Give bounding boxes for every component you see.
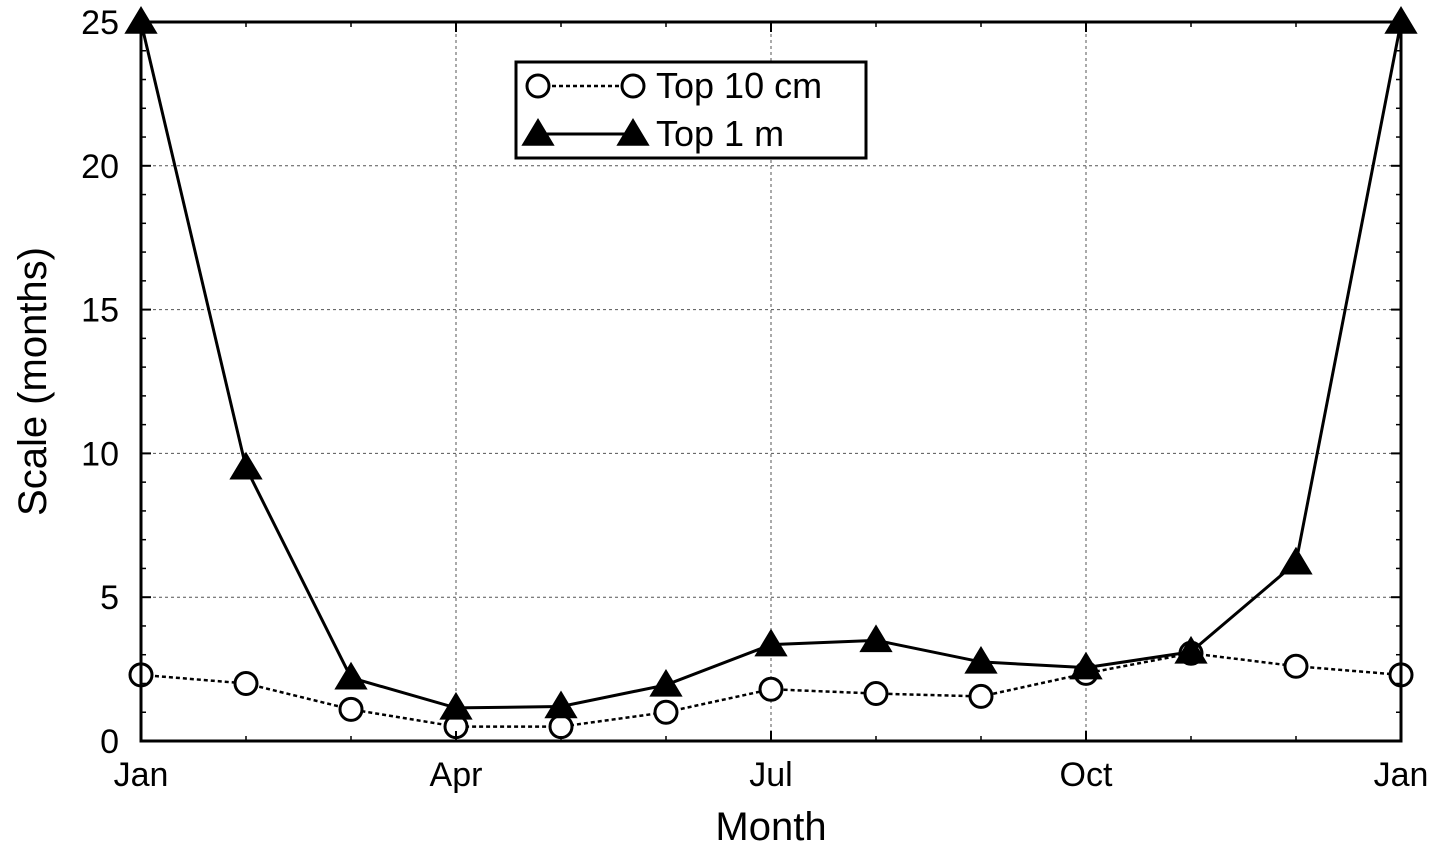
y-tick-label: 25: [81, 4, 119, 42]
data-point: [964, 645, 998, 674]
data-point: [1283, 653, 1309, 679]
legend-marker: [521, 118, 555, 146]
legend-entry-top-10cm: [525, 73, 646, 99]
grid-lines: [141, 22, 1401, 741]
y-tick-label: 15: [81, 292, 119, 330]
data-point: [968, 683, 994, 709]
legend-entry-top-1m: [521, 118, 650, 146]
series-layer: [124, 6, 1418, 740]
x-tick-label: Oct: [1060, 756, 1113, 794]
y-tick-label: 20: [81, 148, 119, 186]
data-point: [544, 690, 578, 719]
legend: Top 10 cm Top 1 m: [514, 60, 868, 160]
data-point: [1174, 635, 1208, 664]
axis-ticks: [140, 21, 1402, 742]
data-point: [548, 714, 574, 740]
x-tick-label: Jan: [114, 756, 169, 794]
series-0: [128, 640, 1414, 740]
legend-label-top-1m: Top 1 m: [656, 113, 784, 154]
data-point: [229, 451, 263, 480]
y-tick-label: 0: [100, 723, 119, 761]
data-point: [754, 628, 788, 657]
data-point: [334, 661, 368, 690]
data-point: [859, 624, 893, 653]
data-point: [758, 676, 784, 702]
data-point: [653, 699, 679, 725]
x-tick-label: Jul: [749, 756, 792, 794]
x-axis-title: Month: [715, 805, 826, 849]
data-point: [439, 691, 473, 720]
data-point: [338, 696, 364, 722]
y-tick-label: 5: [100, 579, 119, 617]
data-point: [863, 681, 889, 707]
legend-box: [514, 60, 868, 160]
data-point: [649, 668, 683, 697]
y-tick-label: 10: [81, 435, 119, 473]
legend-marker: [525, 73, 551, 99]
data-point: [233, 670, 259, 696]
x-tick-label: Apr: [430, 756, 483, 794]
legend-marker: [620, 73, 646, 99]
y-axis-title: Scale (months): [11, 247, 55, 516]
x-tick-label: Jan: [1374, 756, 1429, 794]
series-1: [124, 6, 1418, 720]
legend-marker: [616, 118, 650, 146]
legend-label-top-10cm: Top 10 cm: [656, 65, 822, 106]
data-point: [1279, 546, 1313, 575]
data-point: [1069, 651, 1103, 680]
